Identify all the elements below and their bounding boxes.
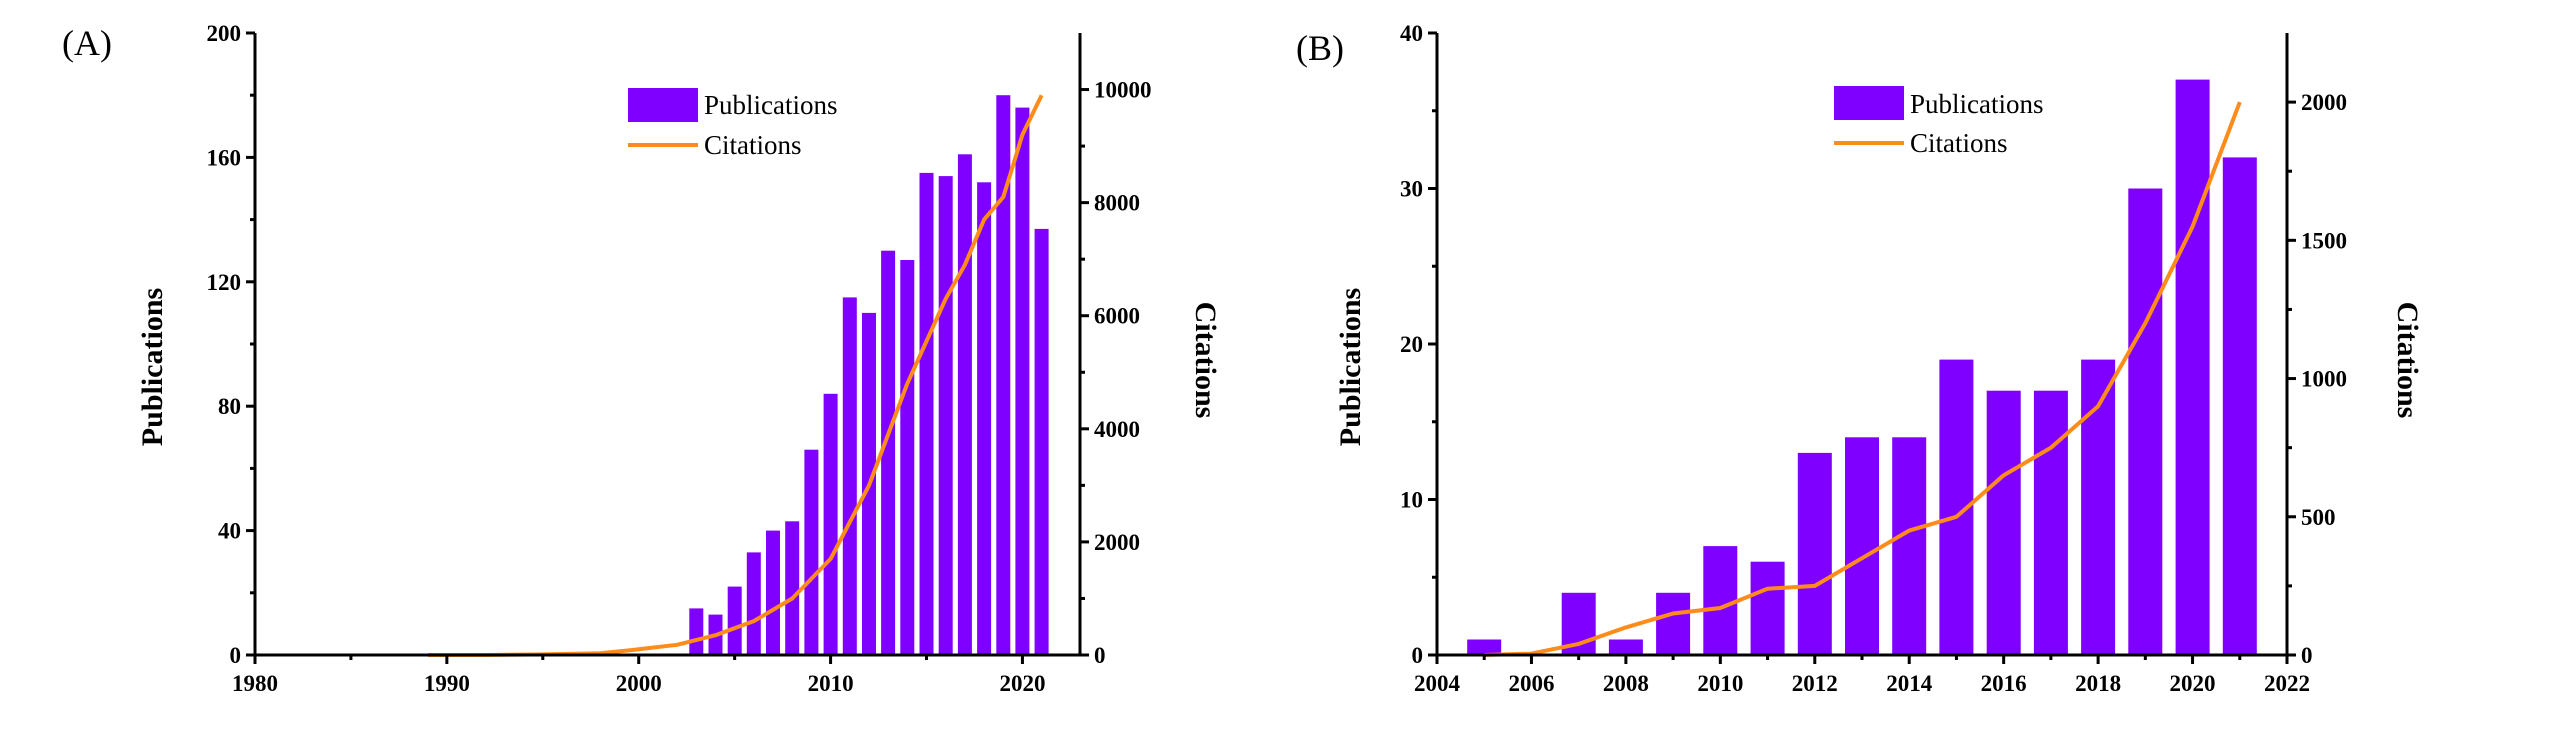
publication-bar — [900, 260, 915, 655]
publication-bar — [977, 182, 992, 656]
x-tick-label: 2010 — [1697, 671, 1743, 696]
y-tick-label: 200 — [207, 21, 242, 46]
legend-line-label: Citations — [1910, 128, 2008, 158]
publication-bar — [689, 608, 704, 655]
legend-bar-swatch — [1834, 86, 1904, 120]
x-tick-label: 2018 — [2075, 671, 2121, 696]
y2-tick-label: 0 — [1094, 643, 1106, 668]
x-tick-label: 2010 — [808, 671, 854, 696]
legend-bar-label: Publications — [1910, 89, 2044, 119]
x-tick-label: 2020 — [2170, 671, 2216, 696]
legend: Publications Citations — [1834, 86, 2044, 158]
publication-bar — [1797, 452, 1832, 655]
y2-tick-label: 6000 — [1094, 304, 1140, 329]
y2-tick-label: 0 — [2301, 643, 2313, 668]
x-tick-label: 1990 — [424, 671, 470, 696]
x-tick-label: 2012 — [1792, 671, 1838, 696]
publication-bar — [1467, 639, 1502, 655]
x-tick-label: 2000 — [616, 671, 662, 696]
publication-bar — [804, 449, 819, 655]
x-tick-label: 2008 — [1603, 671, 1649, 696]
publication-bar — [1750, 561, 1785, 655]
y-tick-label: 40 — [218, 519, 241, 544]
publication-bar — [727, 586, 742, 655]
x-tick-label: 2006 — [1508, 671, 1554, 696]
publication-bar — [996, 95, 1011, 655]
y-tick-label: 10 — [1400, 488, 1423, 513]
y2-axis-title: Citations — [1189, 302, 1222, 419]
x-tick-label: 2004 — [1414, 671, 1461, 696]
chart-panel-b: (B) 2004 2006 2008 2010 2012 2014 2016 2018 2020… — [1296, 21, 2424, 696]
publication-bar — [2175, 79, 2210, 656]
publication-bar — [842, 297, 857, 655]
y2-tick-label: 8000 — [1094, 191, 1140, 216]
publication-bar — [1703, 546, 1738, 655]
y2-axis-title: Citations — [2391, 302, 2424, 419]
publication-bar — [881, 250, 896, 655]
publication-bar — [1015, 107, 1030, 656]
publication-bar — [823, 393, 838, 655]
publication-bar — [2033, 390, 2068, 655]
publication-bar — [2128, 188, 2163, 655]
publication-bar — [2222, 157, 2257, 655]
publication-bar — [1034, 228, 1049, 655]
publication-bar — [938, 176, 953, 655]
y2-tick-label: 500 — [2301, 505, 2336, 530]
x-tick-label: 2020 — [999, 671, 1045, 696]
y2-tick-label: 2000 — [2301, 90, 2347, 115]
y-tick-label: 120 — [207, 270, 242, 295]
panel-label: (B) — [1296, 28, 1344, 68]
publication-bar — [1892, 437, 1927, 655]
y-tick-label: 160 — [207, 145, 242, 170]
y-tick-label: 0 — [230, 643, 242, 668]
y-tick-label: 80 — [218, 394, 241, 419]
publication-bar — [919, 172, 934, 655]
y2-tick-label: 10000 — [1094, 78, 1152, 103]
legend: Publications Citations — [628, 88, 838, 160]
y2-tick-label: 1500 — [2301, 228, 2347, 253]
publication-bar — [746, 552, 761, 655]
x-tick-label: 1980 — [232, 671, 278, 696]
citation-line — [427, 94, 1044, 657]
legend-bar-swatch — [628, 88, 698, 122]
publication-bar — [1608, 639, 1643, 655]
legend-line-label: Citations — [704, 130, 802, 160]
x-tick-label: 2022 — [2264, 671, 2310, 696]
chart-panel-a: (A) 1980 1990 2000 2010 20200408012016020002… — [62, 21, 1222, 696]
publication-bar — [785, 521, 800, 655]
y-tick-label: 30 — [1400, 177, 1423, 202]
x-tick-label: 2016 — [1981, 671, 2027, 696]
y2-tick-label: 1000 — [2301, 367, 2347, 392]
y-axis-title: Publications — [1334, 288, 1367, 446]
publication-bar — [1845, 437, 1879, 655]
publication-bar — [766, 530, 780, 655]
y2-tick-label: 2000 — [1094, 530, 1140, 555]
citation-line — [1484, 101, 2242, 657]
publication-bar — [1986, 390, 2021, 655]
panel-label: (A) — [62, 23, 112, 63]
x-tick-label: 2014 — [1886, 671, 1933, 696]
y-tick-label: 40 — [1400, 21, 1423, 46]
y2-tick-label: 4000 — [1094, 417, 1140, 442]
legend-bar-label: Publications — [704, 90, 838, 120]
y-tick-label: 0 — [1412, 643, 1424, 668]
y-axis-title: Publications — [136, 288, 169, 446]
publication-bar — [957, 154, 972, 656]
publication-bar — [1656, 592, 1691, 655]
y-tick-label: 20 — [1400, 332, 1423, 357]
